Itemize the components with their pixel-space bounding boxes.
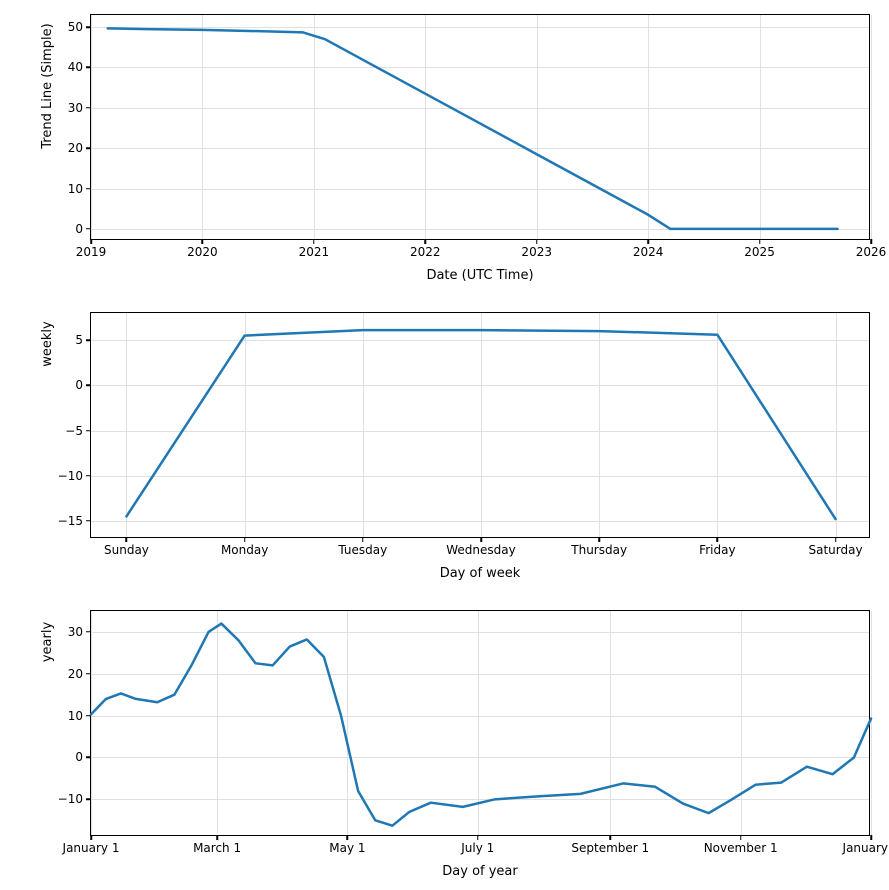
y-tick-label: 0 [75, 378, 91, 392]
panel-trend: 0102030405020192020202120222023202420252… [90, 14, 870, 240]
x-tick-label: September 1 [571, 835, 649, 855]
gridline-v [871, 611, 872, 835]
y-tick-label: 50 [68, 20, 91, 34]
y-tick-label: 20 [68, 141, 91, 155]
x-tick-label: Wednesday [446, 537, 515, 557]
line-series-yearly [91, 611, 871, 837]
x-tick-label: May 1 [329, 835, 365, 855]
line-series-weekly [91, 313, 871, 539]
x-tick-label: Monday [221, 537, 268, 557]
y-tick-label: 10 [68, 182, 91, 196]
y-tick-label: −5 [65, 424, 91, 438]
x-tick-label: March 1 [193, 835, 241, 855]
x-tick-label: Tuesday [338, 537, 387, 557]
y-axis-label: weekly [40, 244, 55, 444]
y-tick-label: 0 [75, 750, 91, 764]
y-axis-label: Trend Line (Simple) [40, 0, 55, 186]
panel-yearly: −100102030January 1March 1May 1July 1Sep… [90, 610, 870, 836]
x-tick-label: July 1 [461, 835, 494, 855]
x-tick-label: Saturday [808, 537, 862, 557]
x-tick-label: January 1 [843, 835, 889, 855]
x-tick-label: January 1 [63, 835, 120, 855]
y-tick-label: 30 [68, 101, 91, 115]
x-tick-label: 2025 [744, 239, 775, 259]
x-tick-label: 2020 [187, 239, 218, 259]
y-tick-label: 40 [68, 60, 91, 74]
panel-weekly: −15−10−505SundayMondayTuesdayWednesdayTh… [90, 312, 870, 538]
x-axis-label: Date (UTC Time) [380, 268, 580, 283]
y-tick-label: 30 [68, 625, 91, 639]
y-tick-label: 0 [75, 222, 91, 236]
x-tick-label: Thursday [571, 537, 627, 557]
x-tick-label: 2023 [521, 239, 552, 259]
y-tick-label: −15 [58, 514, 91, 528]
line-series-trend [91, 15, 871, 241]
x-tick-label: November 1 [704, 835, 778, 855]
y-tick-label: −10 [58, 469, 91, 483]
x-axis-label: Day of week [380, 566, 580, 581]
x-tick-label: 2019 [76, 239, 107, 259]
x-tick-label: 2026 [856, 239, 887, 259]
y-tick-label: 10 [68, 709, 91, 723]
gridline-v [871, 15, 872, 239]
y-tick-label: 20 [68, 667, 91, 681]
x-tick-label: 2022 [410, 239, 441, 259]
plot-area-yearly: −100102030January 1March 1May 1July 1Sep… [90, 610, 870, 836]
plot-area-trend: 0102030405020192020202120222023202420252… [90, 14, 870, 240]
plot-area-weekly: −15−10−505SundayMondayTuesdayWednesdayTh… [90, 312, 870, 538]
x-tick-label: 2024 [633, 239, 664, 259]
y-tick-label: 5 [75, 333, 91, 347]
x-tick-label: Sunday [104, 537, 149, 557]
y-axis-label: yearly [40, 542, 55, 742]
x-tick-label: Friday [699, 537, 735, 557]
x-axis-label: Day of year [380, 864, 580, 879]
x-tick-label: 2021 [299, 239, 330, 259]
figure: 0102030405020192020202120222023202420252… [0, 0, 889, 890]
y-tick-label: −10 [58, 792, 91, 806]
